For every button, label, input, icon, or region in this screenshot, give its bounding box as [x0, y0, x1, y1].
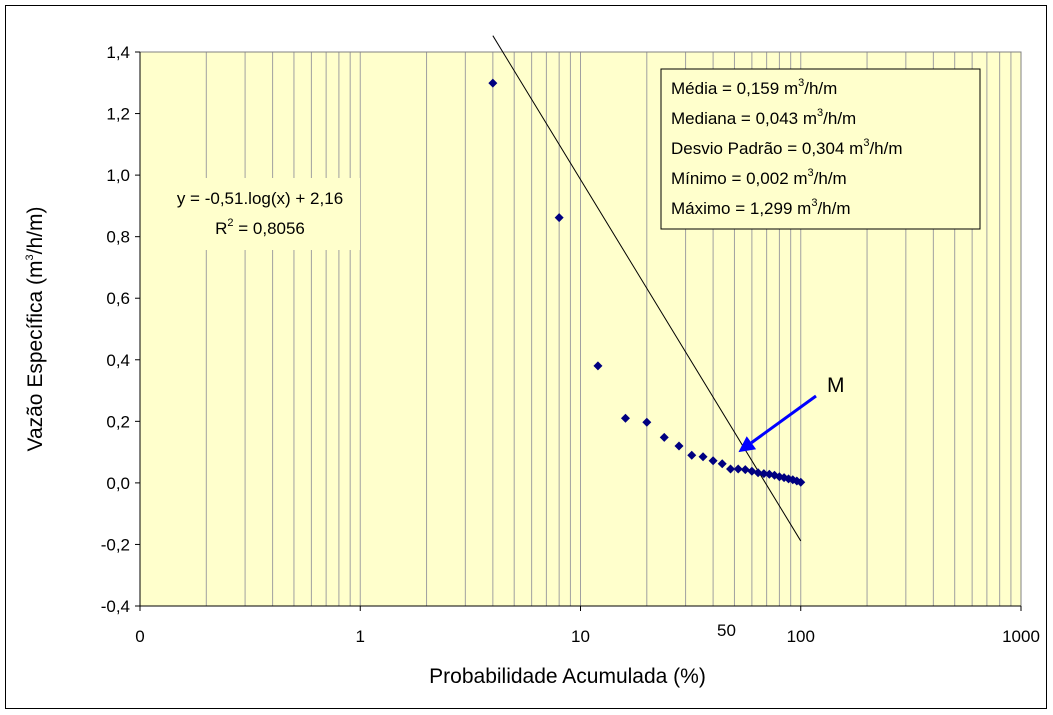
data-point: [740, 465, 750, 475]
x-axis-title: Probabilidade Acumulada (%): [429, 665, 706, 688]
statistics-background: [660, 68, 981, 230]
data-point: [554, 213, 564, 223]
equation-text: y = -0,51.log(x) + 2,16: [177, 189, 343, 208]
data-point: [674, 441, 684, 451]
y-tick-labels: 1,4 1,2 1,0 0,8 0,6 0,4 0,2 0,0 -0,2 -0,4: [101, 43, 140, 616]
stat-minimo: Mínimo = 0,002 m3/h/m: [671, 167, 847, 188]
y-tick-label: 0,0: [106, 474, 130, 493]
x-tick-label: 10: [571, 627, 590, 646]
stat-media: Média = 0,159 m3/h/m: [671, 77, 837, 98]
data-point: [659, 432, 669, 442]
data-point: [717, 459, 727, 469]
data-points: [488, 78, 806, 487]
y-tick-label: -0,4: [101, 597, 130, 616]
data-point: [747, 466, 757, 476]
y-tick-label: 1,2: [106, 105, 130, 124]
data-point: [593, 361, 603, 371]
data-point: [796, 477, 806, 487]
equation-background: [160, 178, 360, 250]
x-tick-label: 100: [787, 627, 815, 646]
data-point: [642, 417, 652, 427]
stat-mediana: Mediana = 0,043 m3/h/m: [671, 107, 856, 128]
x-tick-labels: 0 1 10 100 1000 50: [135, 606, 1040, 646]
data-point: [620, 413, 630, 423]
data-point: [733, 464, 743, 474]
x-tick-label: 0: [135, 627, 144, 646]
r-squared-text: R2 = 0,8056: [215, 217, 305, 238]
y-tick-label: 0,4: [106, 351, 130, 370]
data-point: [708, 456, 718, 466]
data-point: [488, 78, 498, 88]
y-tick-label: 0,2: [106, 412, 130, 431]
data-point: [726, 464, 736, 474]
data-point: [698, 452, 708, 462]
y-tick-label: -0,2: [101, 535, 130, 554]
stat-desvio-padrao: Desvio Padrão = 0,304 m3/h/m: [671, 137, 903, 158]
arrow-head: [738, 436, 757, 453]
arrow-label: M: [827, 374, 845, 397]
y-tick-label: 1,4: [106, 43, 130, 62]
y-axis-title: Vazão Específica (m3/h/m): [24, 207, 47, 452]
median-arrow: [738, 394, 817, 453]
x-extra-tick-label: 50: [717, 621, 736, 640]
y-tick-label: 0,6: [106, 289, 130, 308]
statistics-box: Média = 0,159 m3/h/m Mediana = 0,043 m3/…: [660, 68, 981, 230]
arrow-shaft: [750, 394, 817, 444]
y-tick-label: 1,0: [106, 166, 130, 185]
gridlines: [205, 52, 1012, 606]
y-tick-label: 0,8: [106, 228, 130, 247]
equation-box: y = -0,51.log(x) + 2,16 R2 = 0,8056: [160, 178, 360, 250]
data-point: [759, 469, 769, 479]
trendline: [492, 35, 802, 542]
x-tick-label: 1: [356, 627, 365, 646]
x-tick-label: 1000: [1002, 627, 1040, 646]
stat-maximo: Máximo = 1,299 m3/h/m: [671, 197, 851, 218]
data-point: [753, 468, 763, 478]
data-point: [687, 450, 697, 460]
